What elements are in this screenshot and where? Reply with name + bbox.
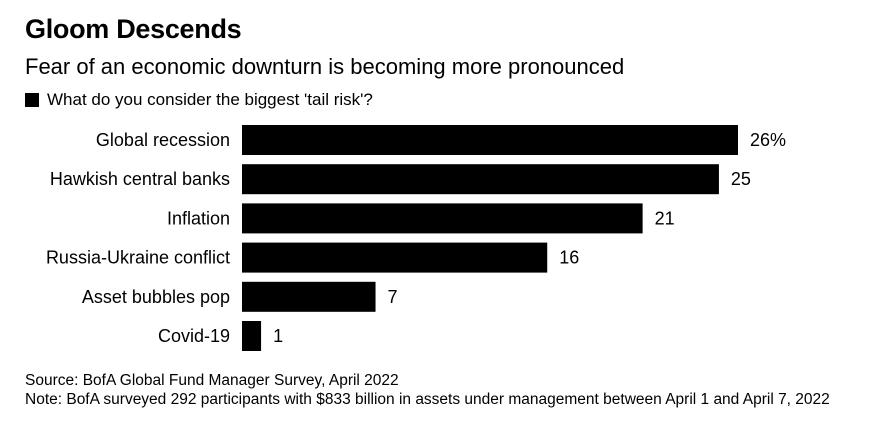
bar <box>242 164 719 195</box>
source-note: Source: BofA Global Fund Manager Survey,… <box>25 372 399 389</box>
category-label: Russia-Ukraine conflict <box>46 248 230 268</box>
value-label: 7 <box>388 287 398 307</box>
value-label: 16 <box>559 248 579 268</box>
category-label: Covid-19 <box>158 326 230 346</box>
chart-subtitle: Fear of an economic downturn is becoming… <box>25 54 625 79</box>
category-label: Asset bubbles pop <box>82 287 230 307</box>
chart-title: Gloom Descends <box>25 14 242 44</box>
bar <box>242 203 643 234</box>
category-label: Hawkish central banks <box>50 169 230 189</box>
footnote: Source: BofA Global Fund Manager Survey,… <box>25 372 855 409</box>
value-label: 26% <box>750 130 786 150</box>
value-label: 1 <box>273 326 283 346</box>
survey-note: Note: BofA surveyed 292 participants wit… <box>25 390 830 408</box>
legend-swatch <box>25 93 39 107</box>
bar <box>242 281 376 312</box>
category-label: Global recession <box>96 130 230 150</box>
category-label: Inflation <box>167 208 230 228</box>
legend: What do you consider the biggest 'tail r… <box>25 90 373 110</box>
legend-label: What do you consider the biggest 'tail r… <box>47 90 373 109</box>
bar <box>242 125 738 155</box>
bar <box>242 242 548 273</box>
bar-chart: Global recession 26% Hawkish central banks… <box>46 125 786 351</box>
value-label: 21 <box>655 208 675 228</box>
bar <box>242 321 262 351</box>
value-label: 25 <box>731 169 751 189</box>
